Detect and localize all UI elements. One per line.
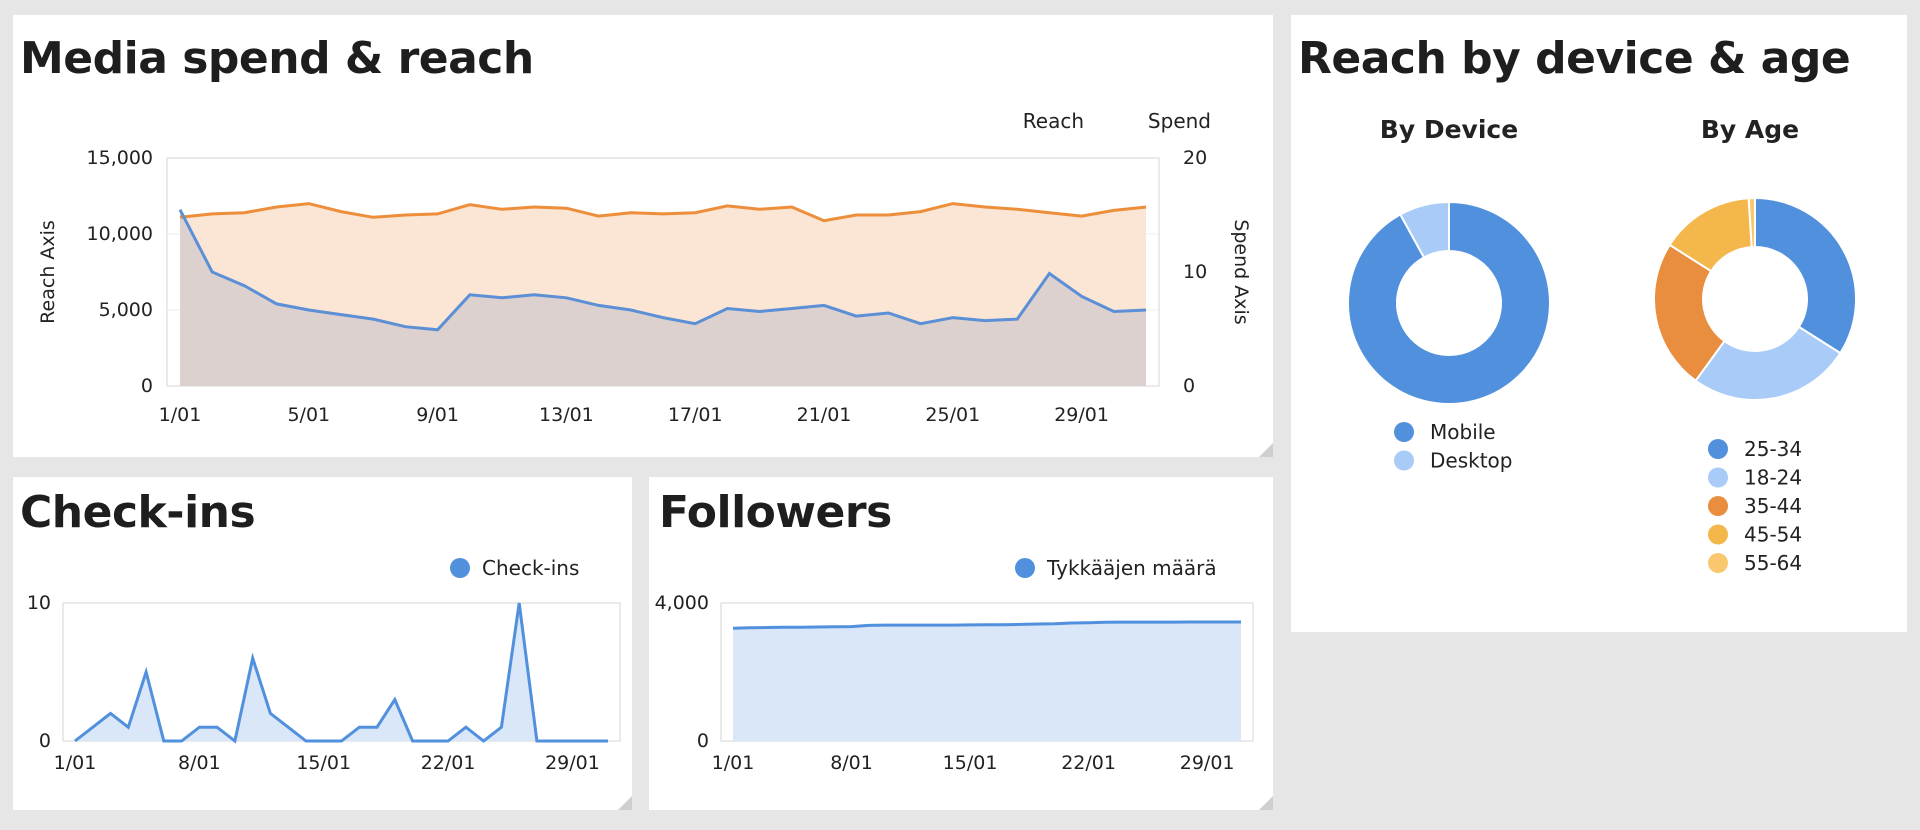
y-axis-label: Reach Axis	[37, 220, 59, 324]
y-tick-label: 10	[27, 592, 51, 614]
slice-25-34	[1754, 196, 1857, 355]
y2-tick-label: 0	[1183, 375, 1195, 397]
x-tick-label: 29/01	[545, 752, 600, 774]
legend-swatch	[1394, 450, 1414, 471]
x-tick-label: 8/01	[830, 752, 873, 774]
reach-device-age-charts: By Device Mobile Desktop By Age 25-34 18-24 35…	[1346, 115, 1857, 575]
x-tick-label: 21/01	[797, 404, 852, 426]
x-tick-label: 22/01	[1061, 752, 1116, 774]
legend-label: 35-44	[1744, 494, 1802, 518]
slice-55-64	[1747, 196, 1756, 249]
panel-title: Media spend & reach	[20, 33, 534, 84]
x-tick-label: 15/01	[943, 752, 998, 774]
legend-spend: Spend	[1148, 109, 1211, 133]
x-tick-label: 9/01	[416, 404, 459, 426]
x-tick-label: 29/01	[1054, 404, 1109, 426]
donut-title: By Device	[1380, 115, 1518, 144]
y-tick-label: 0	[141, 375, 153, 397]
media-spend-reach-panel: Media spend & reach 0 5,000 10,000 15,000 0 1…	[13, 15, 1273, 457]
x-tick-label: 25/01	[925, 404, 980, 426]
reach-device-age-panel: Reach by device & age By Device Mobile Des…	[1291, 15, 1907, 632]
slice-desktop	[1398, 200, 1450, 259]
reach-area	[180, 209, 1146, 386]
legend-swatch	[1708, 496, 1728, 516]
legend-label: 45-54	[1744, 523, 1802, 547]
legend-label: Tykkääjen määrä	[1046, 556, 1217, 580]
slice-35-44	[1653, 243, 1726, 383]
y-tick-label: 4,000	[655, 592, 709, 614]
resize-handle[interactable]	[1259, 796, 1273, 810]
x-tick-label: 17/01	[668, 404, 723, 426]
legend-reach: Reach	[1023, 109, 1084, 133]
legend-swatch	[1708, 524, 1728, 545]
legend-swatch	[1708, 467, 1728, 488]
check-ins-panel: Check-ins 0 10 1/01 8/01 15/01 22/01 29/01 Chec…	[13, 477, 632, 810]
legend-label: 25-34	[1744, 437, 1802, 461]
x-tick-label: 8/01	[178, 752, 221, 774]
series-line	[74, 602, 608, 744]
x-tick-label: 22/01	[421, 752, 476, 774]
x-tick-label: 1/01	[712, 752, 755, 774]
legend-swatch	[1394, 422, 1414, 442]
x-tick-label: 1/01	[159, 404, 202, 426]
x-tick-label: 29/01	[1180, 752, 1235, 774]
panel-title: Reach by device & age	[1298, 33, 1851, 84]
y2-tick-label: 10	[1183, 261, 1207, 283]
legend-label: 55-64	[1744, 551, 1802, 575]
y-tick-label: 10,000	[87, 223, 153, 245]
y-tick-label: 15,000	[87, 147, 153, 169]
legend-swatch	[1708, 553, 1728, 573]
media-spend-reach-chart: 0 5,000 10,000 15,000 0 10 20 1/01 5/01 9/01 13/01…	[37, 109, 1252, 426]
series-area	[733, 622, 1241, 741]
panel-title: Followers	[659, 487, 892, 538]
legend-swatch	[1708, 439, 1728, 459]
x-tick-label: 13/01	[539, 404, 594, 426]
x-tick-label: 15/01	[296, 752, 351, 774]
panel-title: Check-ins	[20, 487, 256, 538]
slice-mobile	[1346, 200, 1551, 405]
y2-tick-label: 20	[1183, 147, 1207, 169]
legend-label: Mobile	[1430, 420, 1496, 444]
x-tick-label: 5/01	[287, 404, 330, 426]
legend-label: Check-ins	[482, 556, 579, 580]
legend-label: Desktop	[1430, 449, 1512, 473]
legend-swatch	[1015, 558, 1035, 578]
followers-chart: 0 4,000 1/01 8/01 15/01 22/01 29/01 Tykkääjen m…	[655, 556, 1254, 774]
resize-handle[interactable]	[618, 796, 632, 810]
legend-swatch	[450, 558, 470, 578]
spend-line	[179, 202, 1147, 223]
check-ins-chart: 0 10 1/01 8/01 15/01 22/01 29/01 Check-ins	[27, 556, 621, 774]
donut-title: By Age	[1701, 115, 1799, 144]
series-line	[732, 620, 1241, 630]
y2-axis-label: Spend Axis	[1230, 219, 1252, 324]
y-tick-label: 5,000	[99, 299, 153, 321]
slice-18-24	[1694, 325, 1842, 401]
resize-handle[interactable]	[1259, 443, 1273, 457]
followers-panel: Followers 0 4,000 1/01 8/01 15/01 22/01 29/01 T…	[649, 477, 1273, 810]
y-tick-label: 0	[39, 730, 51, 752]
legend-label: 18-24	[1744, 466, 1802, 490]
y-tick-label: 0	[697, 730, 709, 752]
reach-line	[178, 209, 1147, 332]
x-tick-label: 1/01	[54, 752, 97, 774]
